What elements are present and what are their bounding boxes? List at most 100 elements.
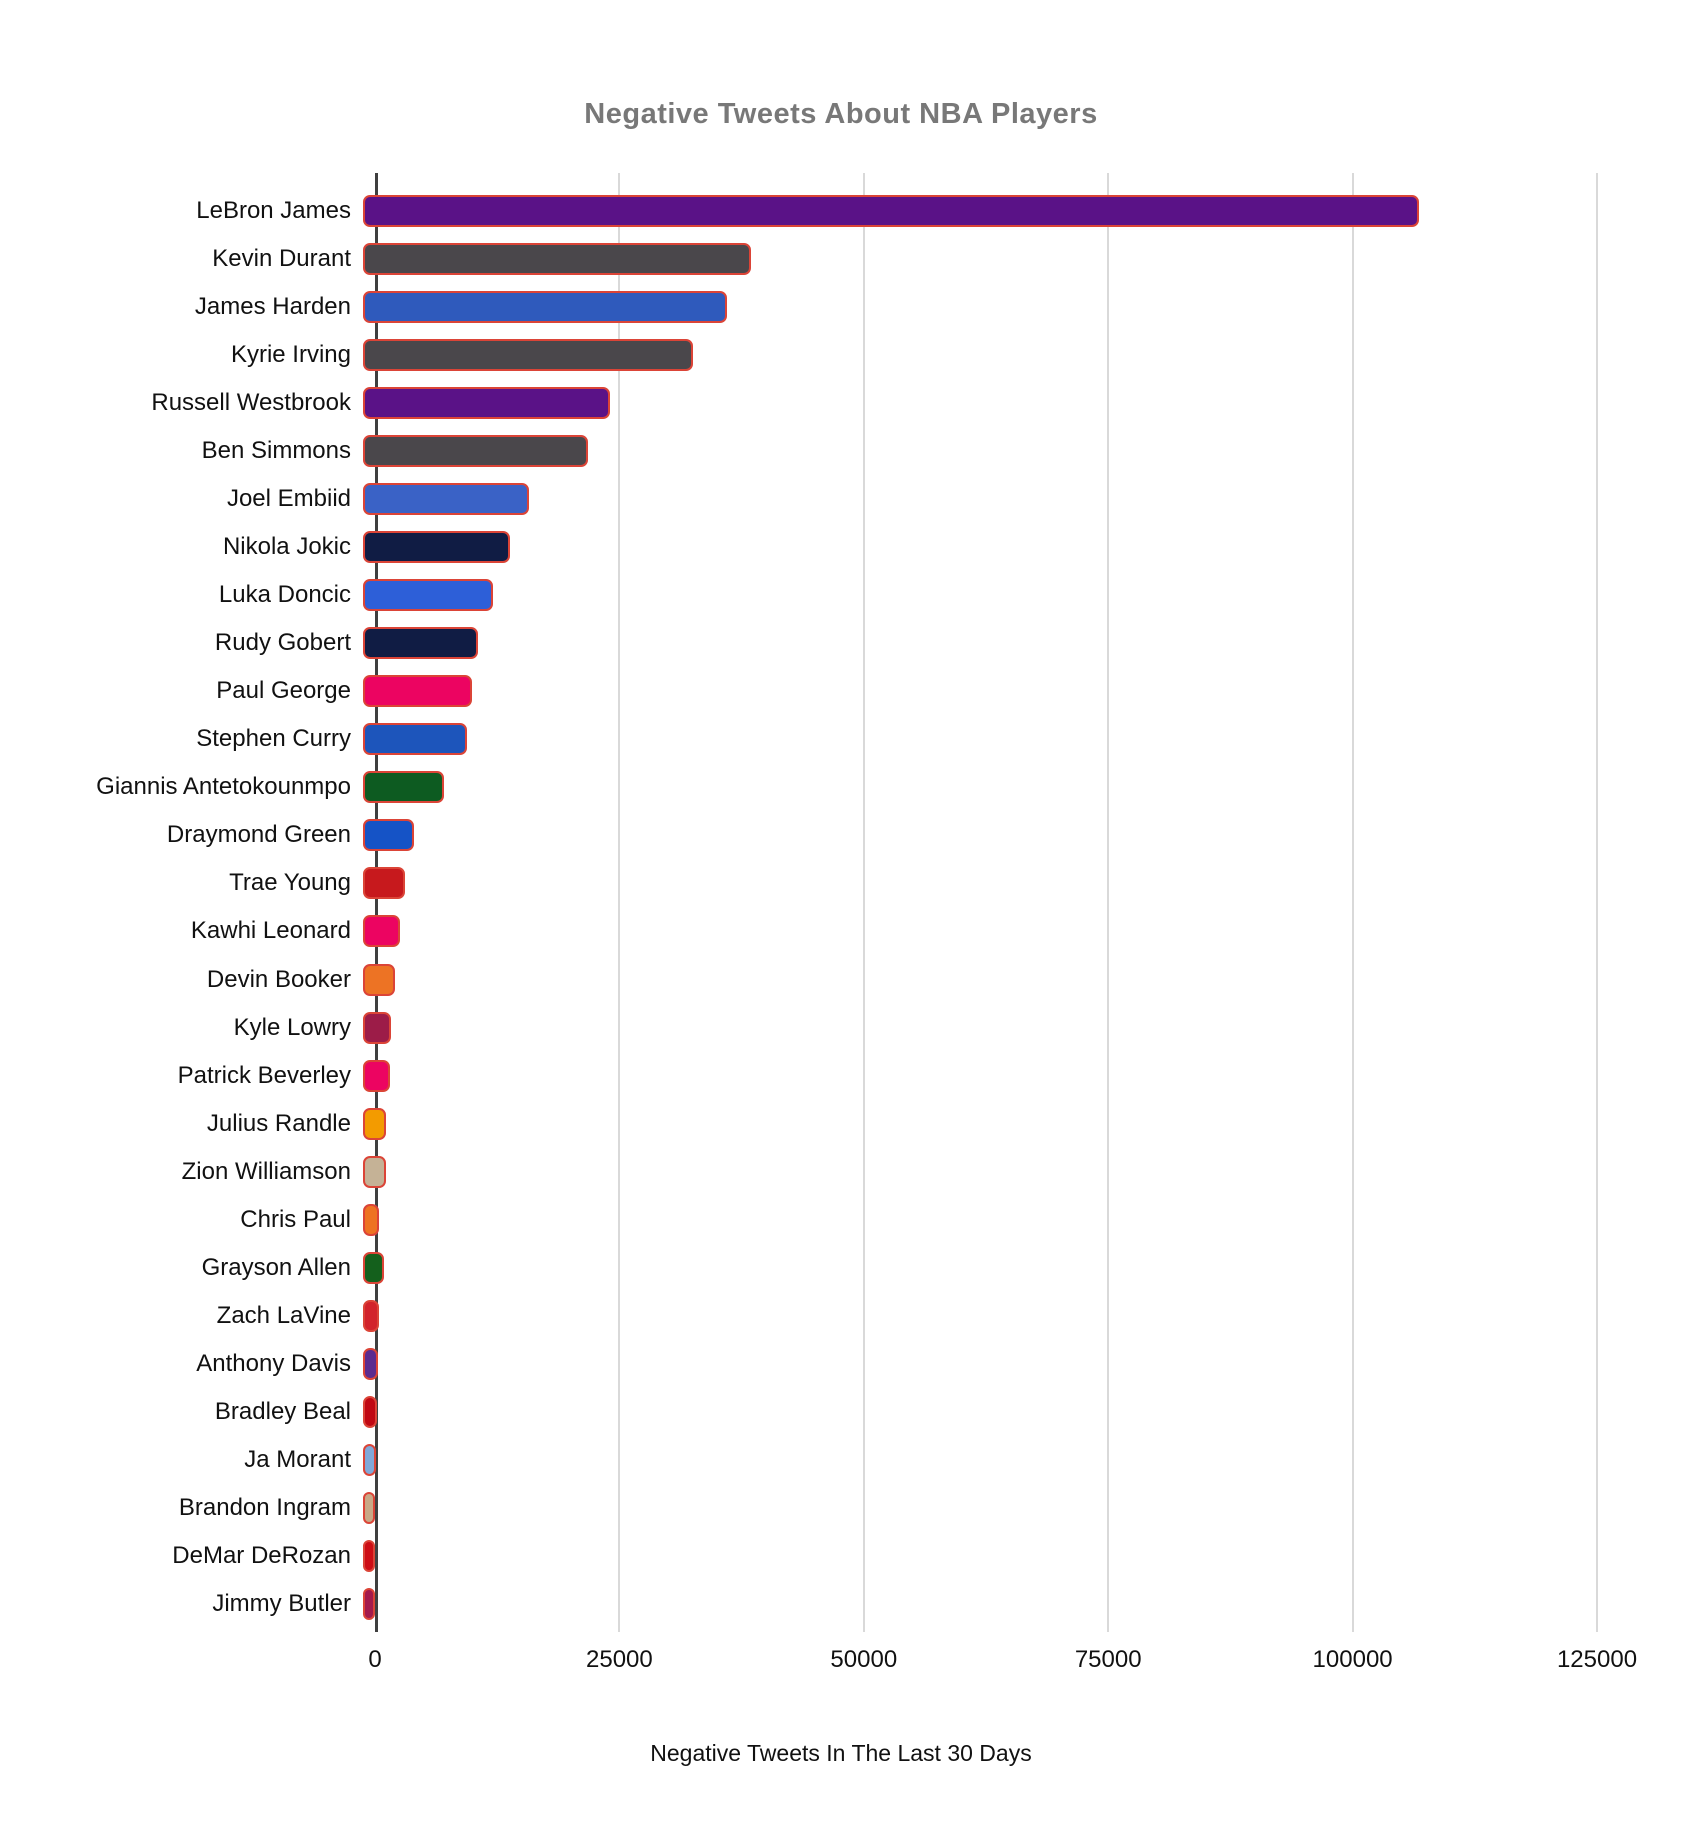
table-row: Paul George <box>0 667 1597 715</box>
bar-track <box>363 331 1585 379</box>
bar-track <box>363 283 1585 331</box>
bar-track <box>363 1292 1585 1340</box>
bar <box>363 723 467 756</box>
x-tick-label: 25000 <box>586 1646 653 1673</box>
bar <box>363 819 414 852</box>
bar <box>363 579 494 612</box>
player-label: Grayson Allen <box>201 1253 351 1281</box>
player-label: DeMar DeRozan <box>172 1541 351 1569</box>
bar <box>363 1299 380 1332</box>
bar <box>363 1155 387 1188</box>
bar <box>363 435 588 468</box>
bar-track <box>363 1052 1585 1100</box>
player-label: Stephen Curry <box>196 725 351 753</box>
player-label: Ben Simmons <box>201 437 351 465</box>
bar-track <box>363 1388 1585 1436</box>
bar <box>363 243 752 276</box>
bar-rows: LeBron James Kevin Durant James Harden K… <box>0 173 1597 1632</box>
bar <box>363 867 406 900</box>
bar <box>363 963 396 996</box>
bar <box>363 339 694 372</box>
chart-title: Negative Tweets About NBA Players <box>584 98 1098 130</box>
player-label: Patrick Beverley <box>177 1061 351 1089</box>
bar <box>363 291 727 324</box>
bar-track <box>363 1244 1585 1292</box>
x-tick-label: 0 <box>368 1646 382 1673</box>
bar <box>363 915 401 948</box>
table-row: Rudy Gobert <box>0 619 1597 667</box>
bar <box>363 675 472 708</box>
table-row: Grayson Allen <box>0 1244 1597 1292</box>
player-label: Jimmy Butler <box>212 1589 351 1617</box>
bar <box>363 387 611 420</box>
player-label: Luka Doncic <box>218 581 351 609</box>
bar-track <box>363 1484 1585 1532</box>
player-label: Chris Paul <box>240 1205 351 1233</box>
x-axis-title: Negative Tweets In The Last 30 Days <box>650 1740 1032 1766</box>
bar-track <box>363 1004 1585 1052</box>
bar <box>363 1107 386 1140</box>
player-label: Russell Westbrook <box>151 389 351 417</box>
x-tick-label: 100000 <box>1312 1646 1393 1673</box>
bar <box>363 195 1419 228</box>
player-label: Rudy Gobert <box>214 629 351 657</box>
player-label: Draymond Green <box>166 821 351 849</box>
x-tick-label: 125000 <box>1556 1646 1638 1673</box>
bar-track <box>363 571 1585 619</box>
table-row: Brandon Ingram <box>0 1484 1597 1532</box>
table-row: James Harden <box>0 283 1597 331</box>
bar-track <box>363 523 1585 571</box>
bar <box>363 1011 392 1044</box>
player-label: Joel Embiid <box>226 485 351 513</box>
player-label: James Harden <box>194 293 351 321</box>
table-row: Zach LaVine <box>0 1292 1597 1340</box>
y-axis-line <box>375 173 378 1632</box>
x-tick-label: 75000 <box>1074 1646 1142 1673</box>
bar-track <box>363 667 1585 715</box>
table-row: Luka Doncic <box>0 571 1597 619</box>
player-label: Zach LaVine <box>216 1301 351 1329</box>
bar-track <box>363 859 1585 907</box>
bar-track <box>363 1580 1585 1628</box>
bar <box>363 1347 379 1380</box>
bar-track <box>363 1148 1585 1196</box>
table-row: Nikola Jokic <box>0 523 1597 571</box>
table-row: Kawhi Leonard <box>0 907 1597 955</box>
bar-track <box>363 956 1585 1004</box>
table-row: Kevin Durant <box>0 235 1597 283</box>
bar <box>363 1059 391 1092</box>
table-row: Devin Booker <box>0 956 1597 1004</box>
gridline <box>1107 173 1110 1632</box>
player-label: Bradley Beal <box>214 1397 351 1425</box>
bar-track <box>363 811 1585 859</box>
bar-track <box>363 235 1585 283</box>
bar-track <box>363 1340 1585 1388</box>
table-row: Trae Young <box>0 859 1597 907</box>
table-row: Anthony Davis <box>0 1340 1597 1388</box>
player-label: Julius Randle <box>206 1109 351 1137</box>
table-row: Bradley Beal <box>0 1388 1597 1436</box>
player-label: Paul George <box>216 677 351 705</box>
bar-track <box>363 475 1585 523</box>
table-row: Chris Paul <box>0 1196 1597 1244</box>
player-label: Kyle Lowry <box>233 1013 351 1041</box>
bar-track <box>363 1196 1585 1244</box>
bar <box>363 483 530 516</box>
x-tick-label: 50000 <box>830 1646 898 1673</box>
player-label: Kevin Durant <box>212 245 351 273</box>
bar-track <box>363 379 1585 427</box>
table-row: Joel Embiid <box>0 475 1597 523</box>
bar <box>363 627 479 660</box>
bar <box>363 1491 375 1524</box>
player-label: Ja Morant <box>244 1445 351 1473</box>
gridline <box>1351 173 1354 1632</box>
plot-area <box>375 173 1598 1632</box>
bar <box>363 771 445 804</box>
table-row: LeBron James <box>0 187 1597 235</box>
table-row: DeMar DeRozan <box>0 1532 1597 1580</box>
bar-track <box>363 1532 1585 1580</box>
bar-track <box>363 187 1585 235</box>
table-row: Ben Simmons <box>0 427 1597 475</box>
player-label: Zion Williamson <box>181 1157 351 1185</box>
